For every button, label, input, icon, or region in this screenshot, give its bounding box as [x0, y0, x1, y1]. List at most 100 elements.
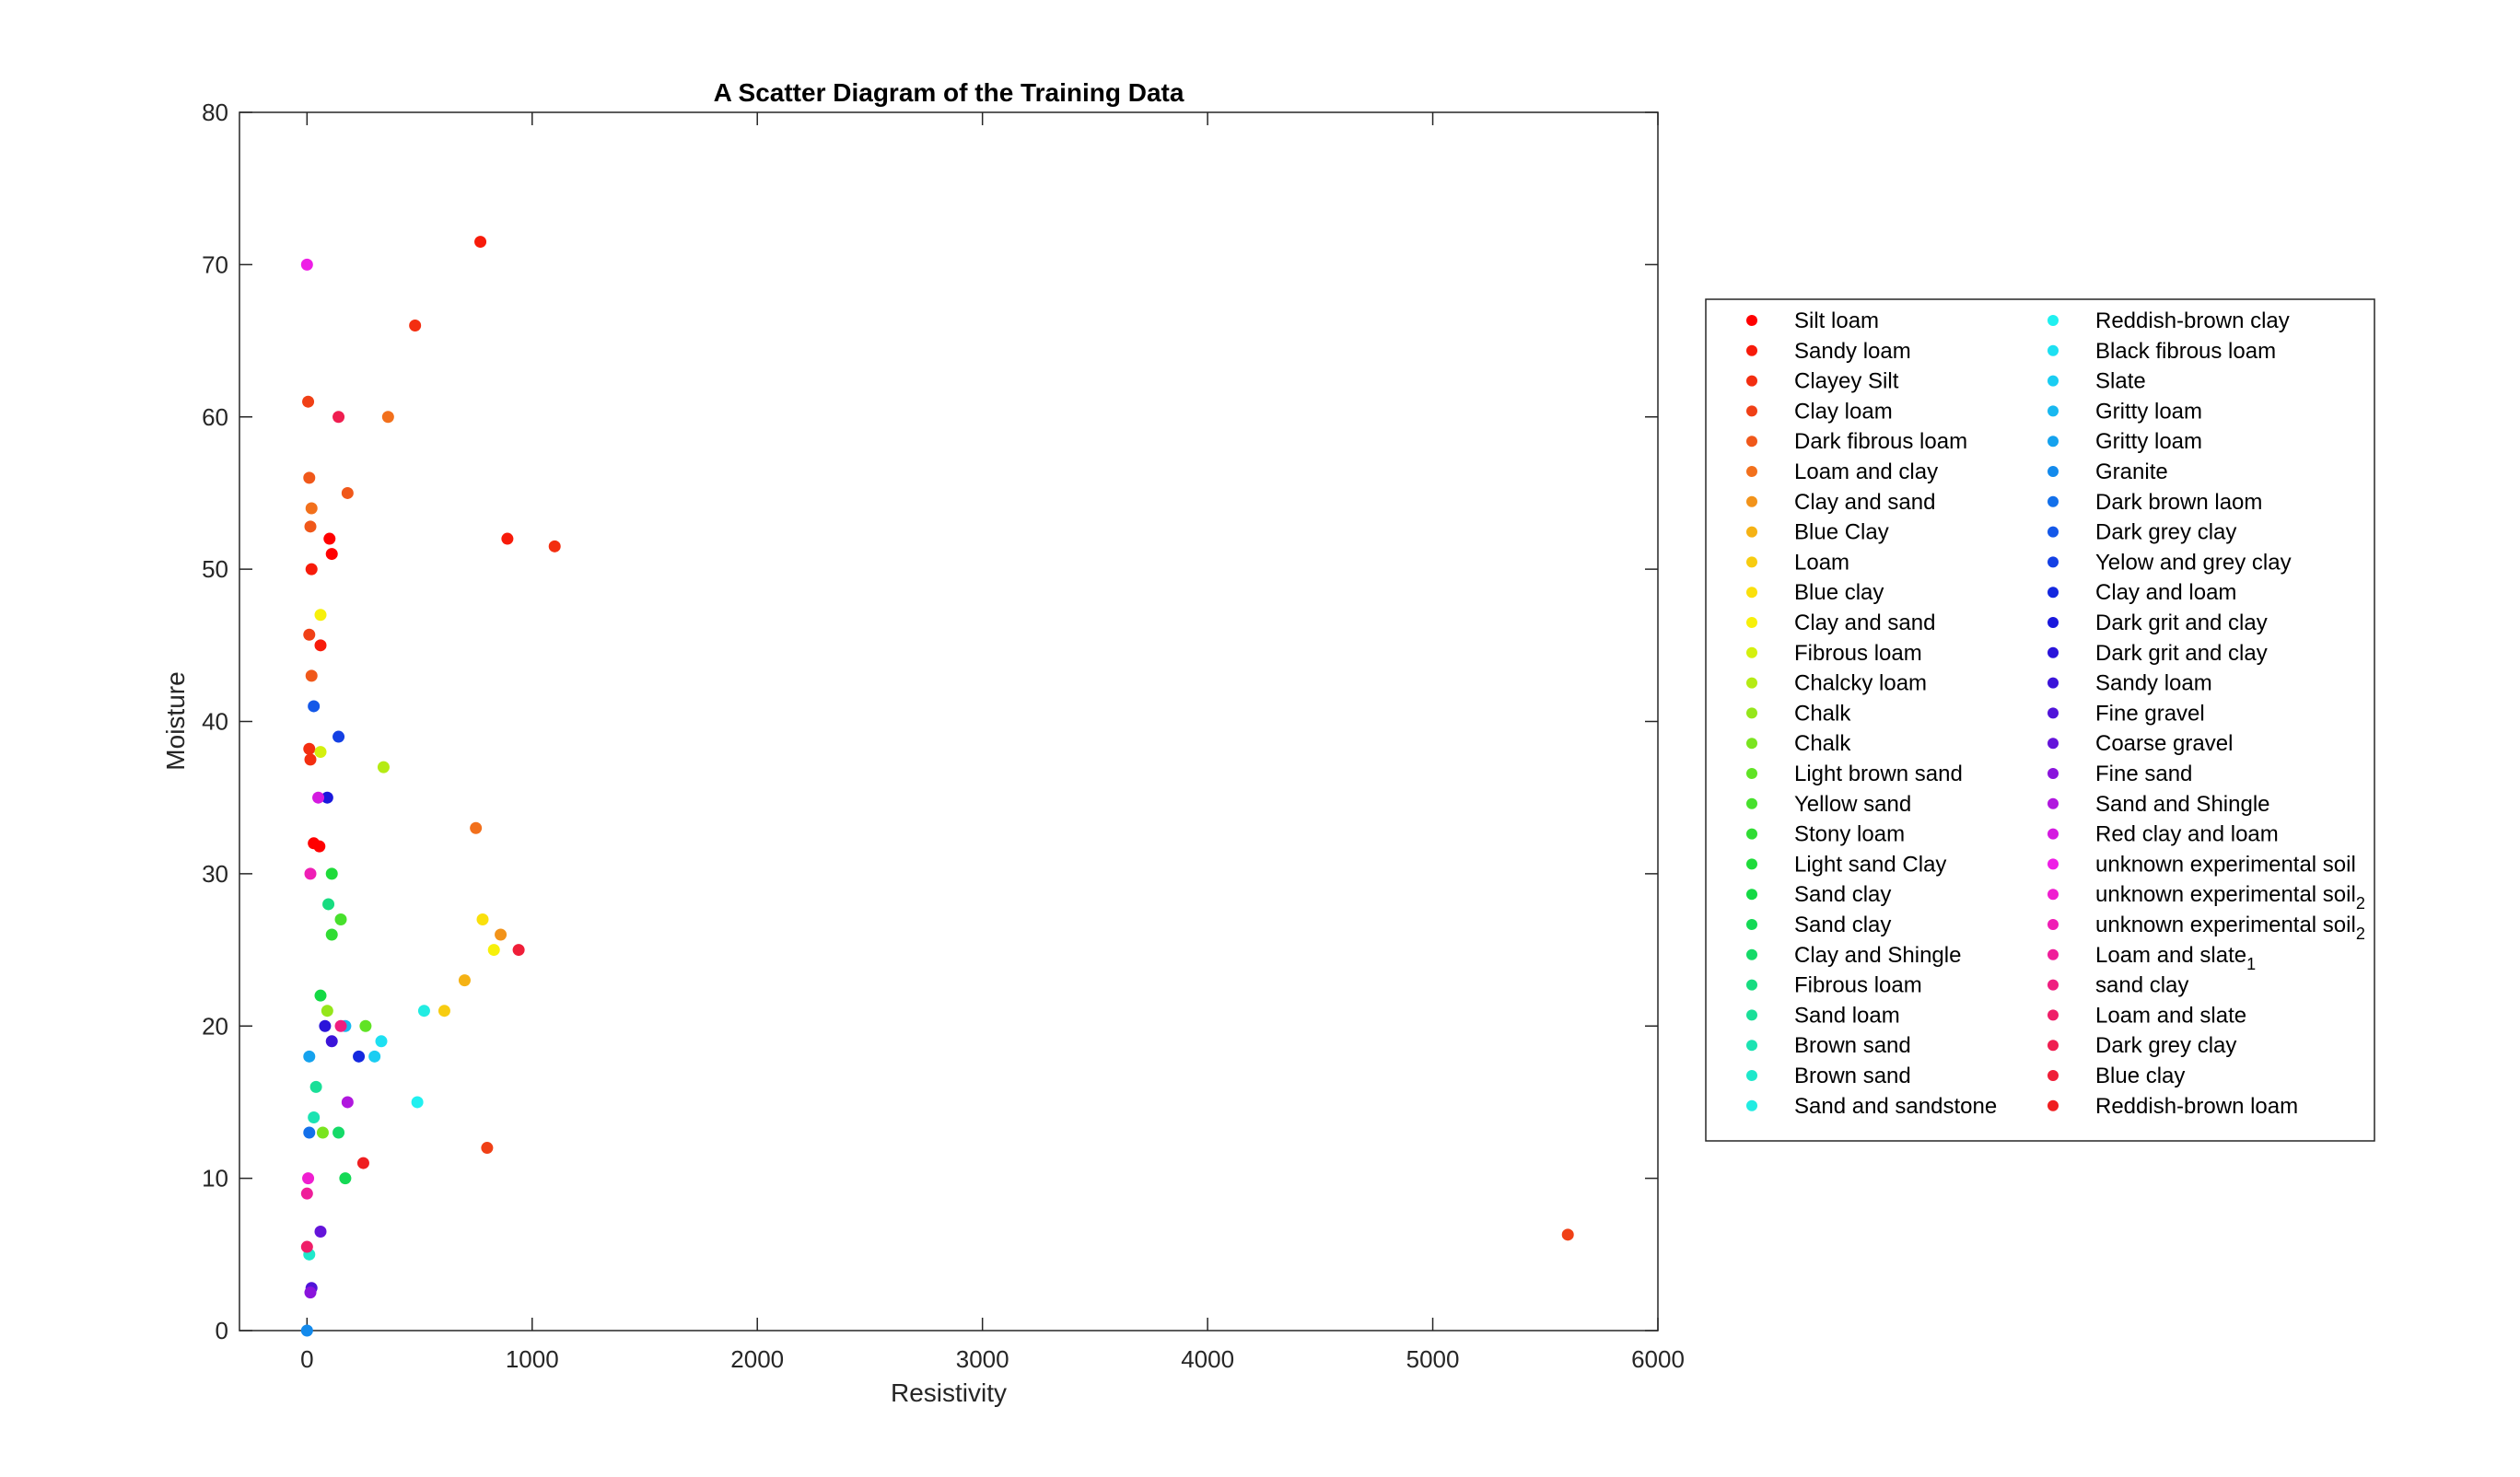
legend-marker — [1746, 617, 1757, 628]
data-point — [368, 1050, 381, 1063]
data-point — [438, 1005, 450, 1018]
data-point — [313, 840, 326, 853]
data-point — [300, 258, 313, 271]
legend-marker — [2048, 556, 2059, 568]
legend-marker — [1746, 556, 1757, 568]
legend-entry: Silt loam — [1794, 308, 1879, 333]
data-point — [304, 867, 317, 880]
data-point — [470, 821, 483, 834]
data-point — [481, 1142, 494, 1155]
data-point — [308, 700, 321, 713]
y-tick-label: 30 — [202, 860, 228, 888]
data-point — [487, 944, 500, 957]
data-point — [303, 742, 316, 755]
legend-entry: Light sand Clay — [1794, 852, 1946, 877]
legend-entry: Slate — [2095, 369, 2146, 394]
y-tick-label: 50 — [202, 555, 228, 583]
data-point — [300, 1324, 313, 1337]
legend-entry: Light brown sand — [1794, 762, 1963, 786]
legend-marker — [1746, 948, 1757, 960]
y-tick-label: 0 — [216, 1317, 228, 1344]
legend-entry: Gritty loam — [2095, 399, 2202, 424]
legend-entry: Reddish-brown clay — [2095, 308, 2290, 333]
data-point — [325, 548, 338, 561]
legend-entry: Dark brown laom — [2095, 490, 2262, 515]
legend-entry: Fibrous loam — [1794, 973, 1922, 998]
data-point — [303, 628, 316, 641]
data-point — [474, 236, 487, 249]
legend-marker — [1746, 405, 1757, 417]
legend-marker — [1746, 1040, 1757, 1052]
data-point — [341, 1096, 354, 1109]
y-tick-label: 10 — [202, 1165, 228, 1192]
legend-entry: Clay and sand — [1794, 490, 1935, 515]
data-point — [334, 1019, 347, 1032]
legend-entry: Blue clay — [1794, 580, 1884, 605]
legend-marker — [2048, 797, 2059, 809]
x-tick-label: 1000 — [506, 1345, 559, 1373]
data-point — [458, 974, 471, 987]
legend-entry: Sand clay — [1794, 913, 1891, 937]
data-point — [409, 320, 422, 332]
legend-marker — [1746, 495, 1757, 507]
data-point — [304, 1286, 317, 1299]
data-point — [332, 411, 345, 424]
legend-marker — [1746, 344, 1757, 356]
legend-marker — [1746, 1009, 1757, 1021]
chart-title: A Scatter Diagram of the Training Data — [714, 78, 1184, 107]
legend-marker — [1746, 797, 1757, 809]
legend-marker — [2048, 1070, 2059, 1081]
legend-marker — [1746, 768, 1757, 779]
legend-entry: Brown sand — [1794, 1064, 1911, 1088]
legend-entry: Reddish-brown loam — [2095, 1094, 2298, 1119]
data-point — [302, 1172, 315, 1185]
data-point — [309, 1080, 322, 1093]
legend-marker — [2048, 587, 2059, 599]
legend-marker — [1746, 466, 1757, 477]
legend-marker — [2048, 707, 2059, 719]
data-point — [304, 753, 317, 766]
x-axis-label: Resistivity — [891, 1378, 1007, 1407]
legend: Silt loam Sandy loam Clayey Silt Clay loam D… — [1705, 298, 2375, 1142]
x-tick-label: 0 — [300, 1345, 313, 1373]
legend-subscript: 2 — [2356, 894, 2365, 913]
data-point — [375, 1035, 388, 1048]
legend-marker — [1746, 979, 1757, 991]
legend-entry: Blue Clay — [1794, 520, 1889, 545]
y-tick-label: 60 — [202, 403, 228, 431]
legend-entry: Loam and slate — [2095, 1003, 2246, 1028]
legend-entry: Yellow sand — [1794, 792, 1911, 817]
legend-entry: Sand and Shingle — [2095, 792, 2270, 817]
x-tick-label: 4000 — [1181, 1345, 1234, 1373]
data-point — [339, 1172, 352, 1185]
x-tick-label: 2000 — [730, 1345, 784, 1373]
legend-marker — [1746, 646, 1757, 658]
legend-marker — [2048, 526, 2059, 538]
x-tick-label: 5000 — [1406, 1345, 1460, 1373]
data-point — [341, 486, 354, 499]
legend-marker — [1746, 919, 1757, 930]
data-point — [319, 1019, 332, 1032]
legend-entry: Red clay and loam — [2095, 822, 2279, 847]
legend-entry: Blue clay — [2095, 1064, 2185, 1088]
legend-entry: Dark grit and clay — [2095, 611, 2268, 635]
data-point — [1561, 1228, 1574, 1241]
data-point — [300, 1187, 313, 1200]
legend-entry: Chalk — [1794, 731, 1851, 756]
legend-subscript: 2 — [2356, 925, 2365, 943]
legend-entry: Fine sand — [2095, 762, 2192, 786]
data-point — [323, 532, 336, 545]
legend-entry: Chalcky loam — [1794, 671, 1927, 696]
data-point — [303, 1126, 316, 1139]
legend-entry: Dark grey clay — [2095, 1033, 2236, 1058]
legend-marker — [2048, 738, 2059, 750]
data-point — [314, 609, 327, 622]
legend-entry: Coarse gravel — [2095, 731, 2233, 756]
data-point — [353, 1050, 366, 1063]
plot-area — [239, 111, 1659, 1332]
legend-entry: Fine gravel — [2095, 701, 2205, 726]
data-point — [305, 502, 318, 515]
legend-marker — [1746, 889, 1757, 901]
data-point — [417, 1005, 430, 1018]
data-point — [303, 1050, 316, 1063]
